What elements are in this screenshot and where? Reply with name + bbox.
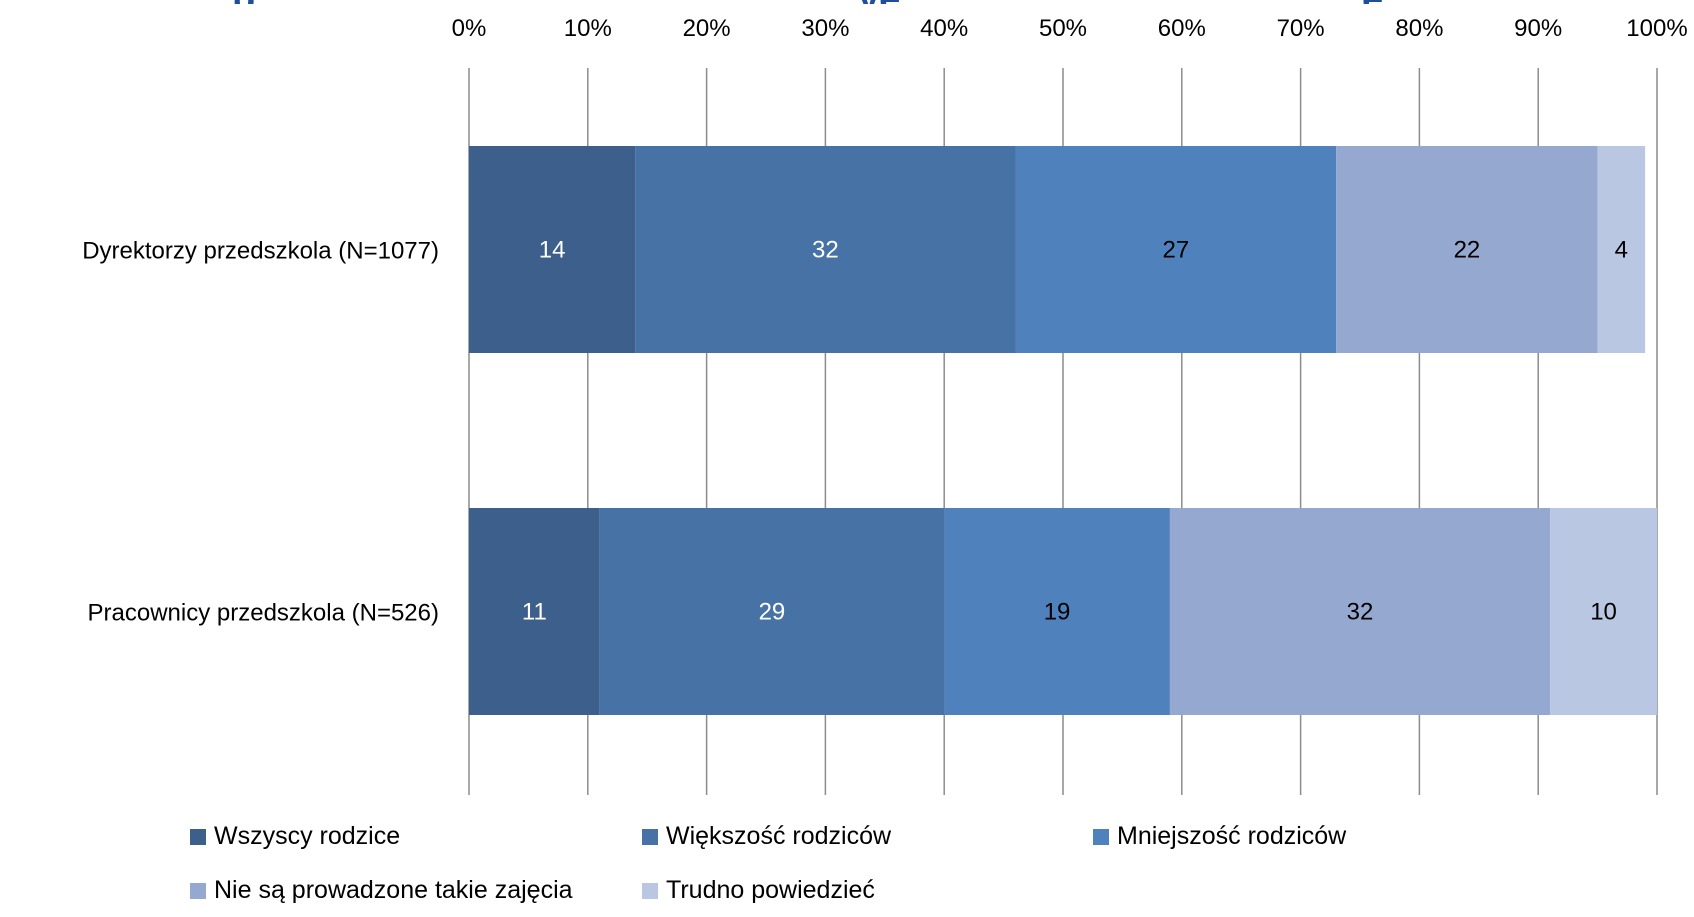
- bar-segment: [1169, 508, 1551, 715]
- legend-label: Mniejszość rodziców: [1117, 822, 1347, 850]
- legend-label: Większość rodziców: [666, 822, 892, 850]
- x-tick-label: 30%: [801, 15, 849, 42]
- data-label: 10: [1590, 599, 1617, 626]
- x-tick-label: 20%: [683, 15, 731, 42]
- bar-segment: [469, 146, 636, 353]
- x-tick-label: 60%: [1158, 15, 1206, 42]
- x-tick-label: 40%: [920, 15, 968, 42]
- chart-plot: 0% 10% 20% 30% 40% 50% 60% 70% 80% 90% 100% 14 32 27 2…: [82, 15, 1688, 795]
- data-label: 27: [1163, 237, 1190, 264]
- x-tick-label: 100%: [1626, 15, 1687, 42]
- legend-swatch: [642, 828, 658, 845]
- title-fragment-mid: yę: [858, 0, 900, 4]
- data-label: 22: [1454, 237, 1481, 264]
- bar-segment: [1550, 508, 1657, 715]
- legend-swatch: [642, 882, 658, 899]
- legend-item: Wszyscy rodzice: [190, 822, 400, 851]
- data-label: 29: [759, 599, 786, 626]
- x-tick-label: 50%: [1039, 15, 1087, 42]
- bar-segment: [1597, 146, 1646, 353]
- bar-segment: [1336, 146, 1598, 353]
- category-label: Dyrektorzy przedszkola (N=1077): [82, 238, 439, 265]
- x-tick-label: 90%: [1514, 15, 1562, 42]
- legend-item: Większość rodziców: [642, 822, 891, 851]
- category-label: Pracownicy przedszkola (N=526): [88, 600, 439, 627]
- x-tick-label: 80%: [1395, 15, 1443, 42]
- legend-label: Wszyscy rodzice: [214, 822, 401, 850]
- data-label: 32: [812, 237, 839, 264]
- x-tick-label: 70%: [1277, 15, 1325, 42]
- title-fragment-left: p: [232, 0, 255, 4]
- bar-segment: [1015, 146, 1337, 353]
- title-fragment-right: ę: [1362, 0, 1383, 4]
- data-label: 32: [1347, 599, 1374, 626]
- bar-segment: [469, 508, 600, 715]
- legend-swatch: [190, 882, 206, 899]
- legend-item: Nie są prowadzone takie zajęcia: [190, 876, 573, 905]
- legend-swatch: [190, 828, 206, 845]
- legend-label: Trudno powiedzieć: [666, 876, 875, 904]
- x-tick-label: 0%: [452, 15, 487, 42]
- bar-segment: [599, 508, 945, 715]
- bar-segment: [944, 508, 1170, 715]
- x-tick-label: 10%: [564, 15, 612, 42]
- bar-segment: [635, 146, 1016, 353]
- legend-item: Trudno powiedzieć: [642, 876, 875, 905]
- data-label: 19: [1044, 599, 1071, 626]
- legend-label: Nie są prowadzone takie zajęcia: [214, 876, 573, 904]
- data-label: 11: [522, 599, 547, 626]
- legend-swatch: [1093, 828, 1109, 845]
- legend-item: Mniejszość rodziców: [1093, 822, 1346, 851]
- data-label: 4: [1615, 237, 1628, 264]
- data-label: 14: [539, 237, 566, 264]
